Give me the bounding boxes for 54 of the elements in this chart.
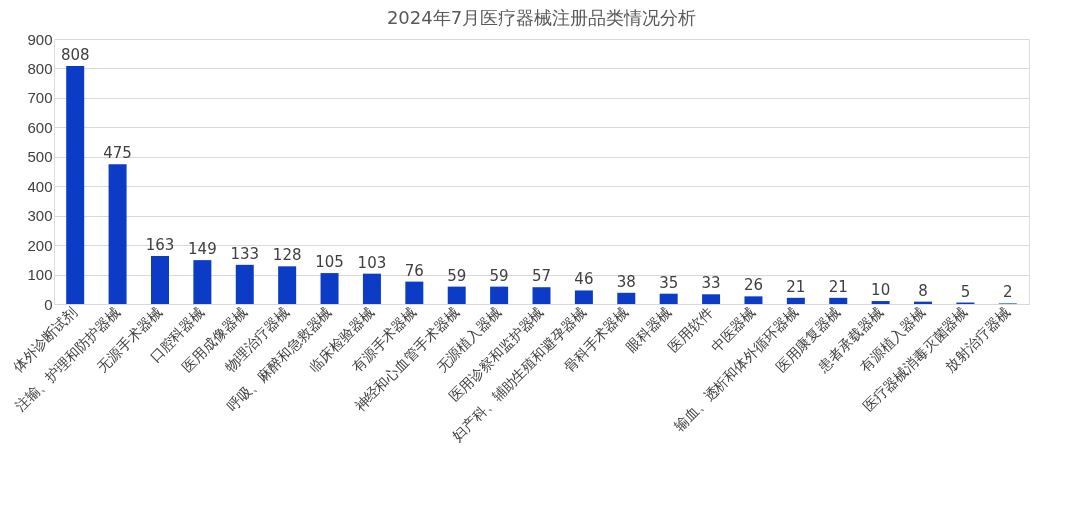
bar bbox=[150, 256, 169, 304]
bar bbox=[532, 287, 551, 304]
bar bbox=[829, 297, 848, 304]
data-label: 46 bbox=[574, 270, 594, 289]
bar bbox=[108, 164, 127, 304]
bar bbox=[405, 281, 424, 304]
y-tick-label: 400 bbox=[27, 177, 53, 195]
bar bbox=[617, 292, 636, 304]
data-label: 475 bbox=[103, 144, 132, 163]
data-label: 149 bbox=[188, 240, 217, 259]
y-tick-label: 700 bbox=[27, 89, 53, 107]
y-tick-label: 900 bbox=[27, 30, 53, 48]
data-label: 26 bbox=[743, 276, 763, 295]
data-label: 38 bbox=[616, 272, 636, 291]
data-label: 21 bbox=[786, 277, 806, 296]
data-label: 133 bbox=[230, 244, 260, 263]
bar bbox=[362, 273, 381, 304]
y-tick-label: 200 bbox=[27, 236, 53, 254]
data-label: 2 bbox=[1003, 283, 1013, 302]
y-tick-label: 300 bbox=[27, 207, 53, 225]
y-tick-label: 600 bbox=[27, 118, 53, 136]
y-tick-label: 500 bbox=[27, 148, 53, 166]
bar bbox=[490, 286, 509, 304]
chart-title: 2024年7月医疗器械注册品类情况分析 bbox=[386, 7, 697, 28]
data-label: 59 bbox=[447, 266, 467, 285]
data-label: 35 bbox=[659, 273, 679, 292]
bar bbox=[786, 297, 805, 304]
bar bbox=[447, 286, 466, 304]
data-label: 808 bbox=[60, 46, 90, 65]
data-label: 105 bbox=[315, 253, 344, 272]
data-label: 33 bbox=[701, 274, 721, 293]
y-tick-label: 800 bbox=[27, 59, 53, 77]
bar bbox=[278, 266, 297, 304]
data-label: 128 bbox=[272, 246, 302, 265]
bar bbox=[320, 273, 339, 304]
bar bbox=[66, 66, 85, 304]
bar bbox=[702, 294, 721, 304]
data-label: 76 bbox=[404, 261, 424, 280]
data-label: 57 bbox=[531, 267, 552, 286]
bar bbox=[659, 293, 678, 304]
bar bbox=[574, 290, 593, 304]
bar bbox=[193, 260, 212, 304]
data-label: 163 bbox=[145, 236, 175, 255]
bar bbox=[871, 301, 890, 304]
data-label: 103 bbox=[357, 253, 387, 272]
data-label: 21 bbox=[828, 277, 848, 296]
data-label: 5 bbox=[960, 282, 971, 301]
y-tick-label: 100 bbox=[27, 266, 53, 284]
bar bbox=[235, 264, 254, 304]
y-tick-label: 0 bbox=[44, 295, 53, 313]
data-label: 10 bbox=[871, 281, 891, 300]
bar bbox=[744, 296, 763, 304]
data-label: 8 bbox=[918, 281, 928, 300]
data-label: 59 bbox=[489, 266, 509, 285]
